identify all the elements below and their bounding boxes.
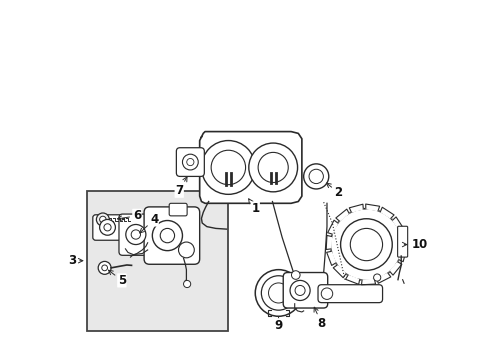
Circle shape [125, 225, 145, 244]
FancyBboxPatch shape [86, 191, 228, 330]
FancyBboxPatch shape [317, 285, 382, 303]
Text: 1: 1 [248, 199, 259, 215]
Text: 7: 7 [175, 177, 186, 197]
Text: 9: 9 [274, 318, 282, 332]
Text: 3: 3 [68, 254, 82, 267]
Polygon shape [327, 220, 337, 234]
FancyBboxPatch shape [283, 273, 327, 308]
Circle shape [255, 270, 301, 316]
Circle shape [261, 276, 295, 310]
Polygon shape [348, 204, 363, 212]
Text: 5: 5 [108, 270, 126, 287]
Text: 10: 10 [402, 238, 427, 251]
Circle shape [291, 271, 300, 279]
Circle shape [373, 274, 380, 281]
Polygon shape [332, 265, 345, 278]
Circle shape [102, 265, 107, 271]
FancyBboxPatch shape [397, 226, 407, 257]
Polygon shape [380, 207, 393, 218]
Circle shape [96, 213, 109, 226]
Circle shape [248, 143, 297, 192]
Circle shape [100, 216, 106, 223]
FancyBboxPatch shape [119, 214, 153, 255]
Circle shape [308, 169, 323, 184]
FancyBboxPatch shape [144, 207, 199, 264]
Circle shape [182, 154, 198, 170]
FancyBboxPatch shape [169, 203, 187, 216]
Circle shape [98, 261, 111, 274]
Circle shape [330, 209, 402, 280]
Circle shape [104, 224, 111, 231]
Circle shape [186, 158, 194, 166]
Circle shape [160, 228, 174, 243]
Polygon shape [392, 217, 403, 230]
Circle shape [183, 280, 190, 288]
Text: 6: 6 [117, 210, 141, 222]
Text: 2: 2 [326, 183, 342, 199]
Circle shape [100, 220, 115, 235]
Circle shape [289, 280, 309, 301]
Polygon shape [326, 251, 335, 265]
Circle shape [268, 283, 288, 303]
Circle shape [211, 150, 245, 185]
Circle shape [321, 288, 332, 300]
Text: 8: 8 [313, 307, 325, 330]
Circle shape [152, 221, 182, 251]
Polygon shape [398, 248, 406, 262]
Polygon shape [400, 231, 406, 245]
Circle shape [201, 140, 255, 194]
Polygon shape [335, 209, 348, 221]
Polygon shape [199, 132, 301, 203]
Circle shape [131, 230, 140, 239]
Circle shape [178, 242, 194, 258]
Circle shape [294, 285, 305, 296]
Polygon shape [365, 204, 379, 211]
Polygon shape [361, 279, 375, 285]
Text: 4: 4 [140, 213, 158, 233]
Polygon shape [345, 275, 359, 284]
Polygon shape [325, 235, 331, 249]
Circle shape [258, 152, 287, 183]
Circle shape [349, 228, 382, 261]
FancyBboxPatch shape [176, 148, 204, 176]
FancyBboxPatch shape [93, 215, 122, 240]
Circle shape [340, 219, 391, 270]
Polygon shape [389, 262, 401, 275]
Circle shape [303, 164, 328, 189]
Polygon shape [376, 273, 390, 283]
